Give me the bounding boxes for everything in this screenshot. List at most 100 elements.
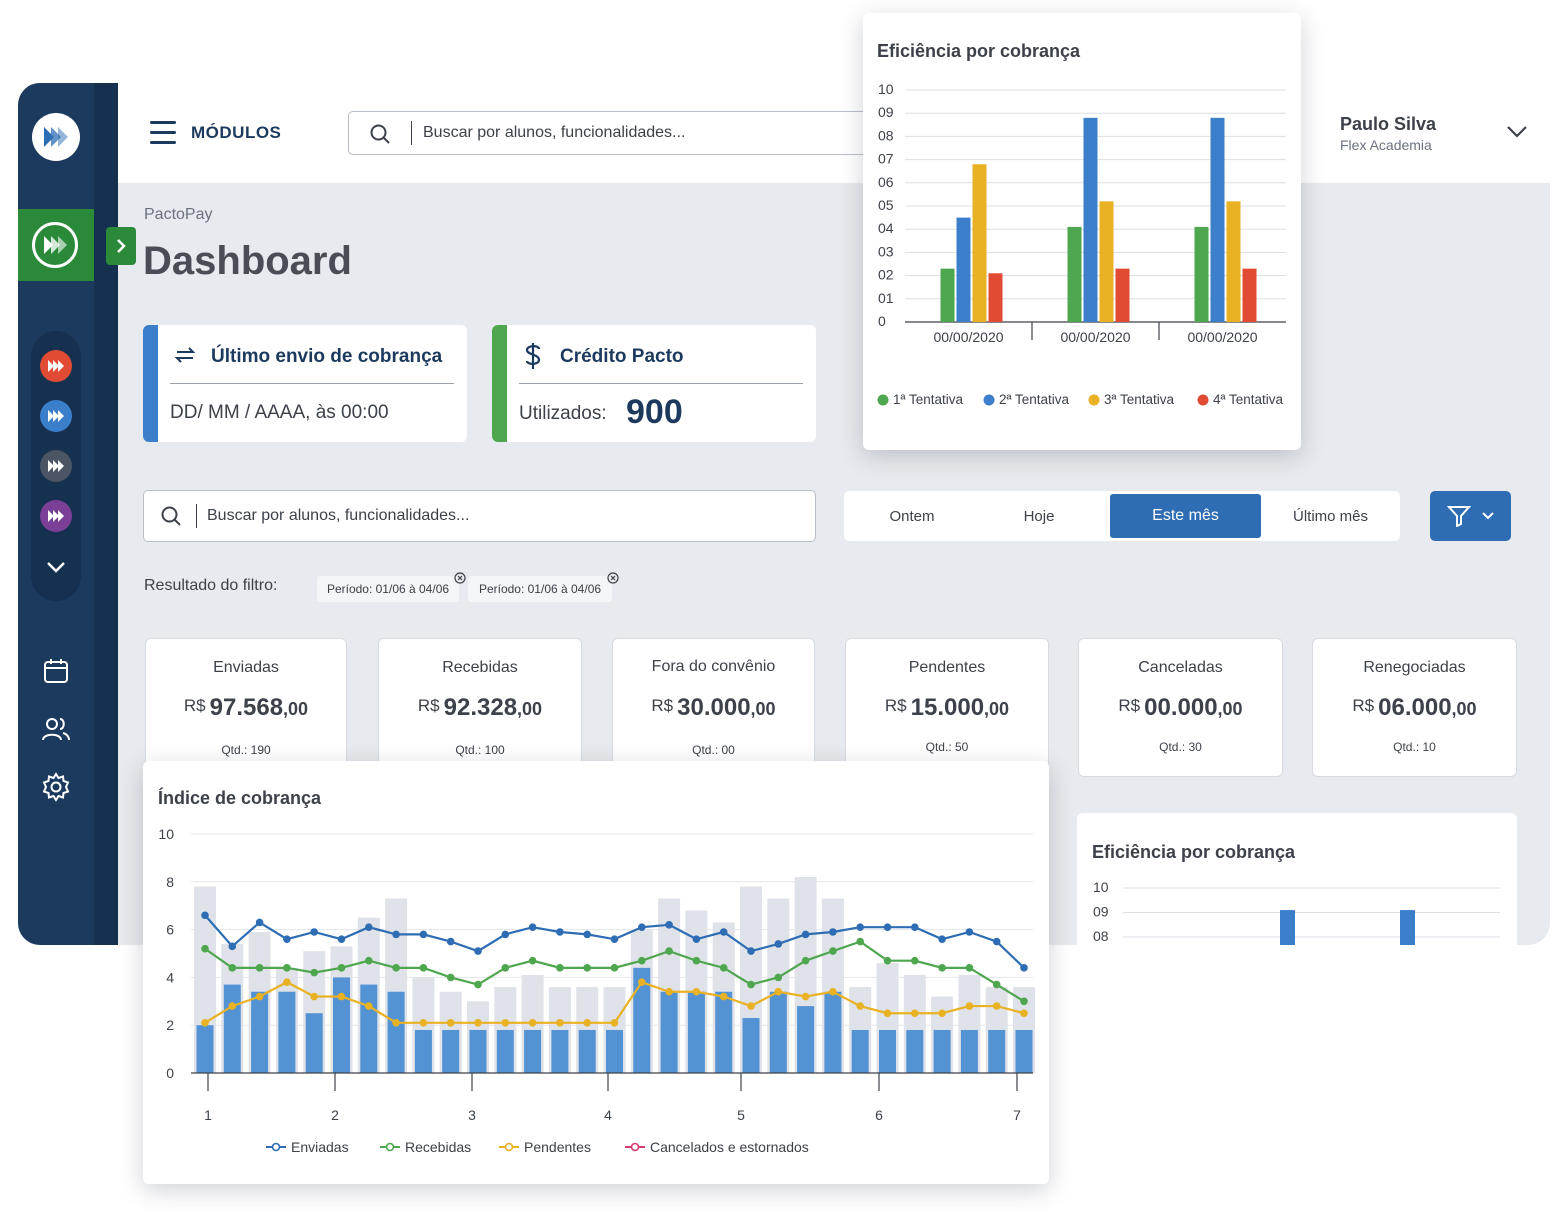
filter-search-input[interactable]: Buscar por alunos, funcionalidades... [143,490,816,542]
bar [933,1029,951,1073]
filter-button[interactable] [1430,491,1511,541]
more-modules-chevron-down-icon[interactable] [40,553,72,581]
users-icon[interactable] [38,711,74,747]
bar [1015,1029,1033,1073]
card-divider [519,383,803,384]
expand-sidebar-button[interactable] [106,227,136,265]
bar [687,991,705,1073]
point [283,935,291,943]
tab-este-mes[interactable]: Este mês [1110,494,1261,538]
card-accent [492,325,507,442]
bar [223,984,241,1073]
tab-hoje[interactable]: Hoje [1023,507,1055,525]
chevron-right-icon [117,239,126,253]
point [474,947,482,955]
filter-result-label: Resultado do filtro: [144,577,278,594]
y-tick-label: 0 [878,313,886,329]
point [992,980,1001,989]
point [856,1002,864,1010]
point [965,1002,974,1010]
filter-search-placeholder: Buscar por alunos, funcionalidades... [207,507,470,524]
point [419,930,428,939]
gear-icon[interactable] [38,769,74,805]
point [474,1019,482,1027]
legend-swatch [877,394,889,406]
bar [940,268,955,322]
tab-ontem[interactable]: Ontem [889,507,935,525]
legend-swatch-marker [630,1142,640,1152]
point [201,1019,209,1027]
y-tick-label: 08 [878,127,894,143]
stat-card-recebidas[interactable]: Recebidas R$ 92.328,00 Qtd.: 100 [378,638,582,775]
point [911,1009,919,1018]
stat-value: 97.568 [209,694,284,721]
point [665,947,673,955]
logo-icon[interactable] [32,113,80,161]
filter-icon [1446,506,1471,527]
bar [251,991,269,1073]
point [583,1019,591,1027]
point [419,964,428,972]
user-menu-chevron-down-icon[interactable] [1506,125,1528,139]
point [829,947,837,955]
point [337,992,346,1001]
user-name[interactable]: Paulo Silva [1340,114,1437,134]
stat-amount: R$ 15.000,00 [846,694,1048,722]
calendar-icon[interactable] [38,653,74,689]
stat-card-fora-do-convenio[interactable]: Fora do convênio R$ 30.000,00 Qtd.: 00 [612,638,815,775]
point [228,942,237,951]
point [747,947,755,955]
stat-card-renegociadas[interactable]: Renegociadas R$ 06.000,00 Qtd.: 10 [1312,638,1517,777]
stat-card-canceladas[interactable]: Canceladas R$ 00.000,00 Qtd.: 30 [1078,638,1283,777]
last-send-value: DD/ MM / AAAA, às 00:00 [170,402,389,423]
index-chart-card: Índice de cobrança 0 2 4 6 8 10 1 2 3 4 5 6 7 Enviada… [143,761,1049,1184]
x-tick-label: 7 [1013,1107,1021,1123]
tab-ultimo-mes[interactable]: Último mês [1292,507,1368,525]
legend-label: 4ª Tentativa [1213,392,1284,407]
menu-icon[interactable] [150,121,176,145]
y-tick-label: 03 [878,243,894,259]
filter-chip[interactable]: Período: 01/06 à 04/06 [468,576,612,602]
global-search-input[interactable]: Buscar por alunos, funcionalidades... [348,111,908,155]
sidebar-rail [94,83,118,945]
stat-amount: R$ 97.568,00 [146,694,346,722]
breadcrumb[interactable]: PactoPay [144,206,213,223]
bar [469,1029,487,1073]
bar [496,1029,514,1073]
stat-card-pendentes[interactable]: Pendentes R$ 15.000,00 Qtd.: 50 [845,638,1049,775]
point [283,964,291,972]
stat-card-enviadas[interactable]: Enviadas R$ 97.568,00 Qtd.: 190 [145,638,347,775]
point [556,964,564,972]
efficiency-bottom-title: Eficiência por cobrança [1092,842,1296,862]
stat-value: 00.000 [1144,694,1218,721]
bar [988,1029,1006,1073]
modules-label[interactable]: MÓDULOS [191,123,282,142]
sidebar [18,83,136,945]
point [719,928,728,936]
module-icon-gray[interactable] [40,450,72,482]
point [255,992,264,1001]
stat-label: Pendentes [908,659,986,676]
point [201,944,209,953]
point [1020,1009,1028,1018]
module-icon-blue[interactable] [40,400,72,432]
close-circle-icon[interactable] [607,572,619,584]
filter-chip[interactable]: Período: 01/06 à 04/06 [317,576,459,602]
efficiency-chart-title: Eficiência por cobrança [877,41,1081,61]
module-icon-purple[interactable] [40,500,72,532]
bar [551,1029,569,1073]
point [638,978,646,986]
bar [606,1029,623,1073]
stat-currency: R$ [651,696,674,715]
x-tick-label: 1 [204,1107,212,1123]
module-icon-red[interactable] [40,350,72,382]
close-circle-icon[interactable] [454,572,466,584]
stat-amount: R$ 06.000,00 [1313,694,1516,722]
y-tick-label: 8 [166,874,174,890]
stat-currency: R$ [183,696,206,715]
stat-cents: ,00 [1217,699,1243,719]
search-divider [196,504,197,528]
sidebar-item-pactopay[interactable] [18,209,94,281]
point [255,964,264,972]
